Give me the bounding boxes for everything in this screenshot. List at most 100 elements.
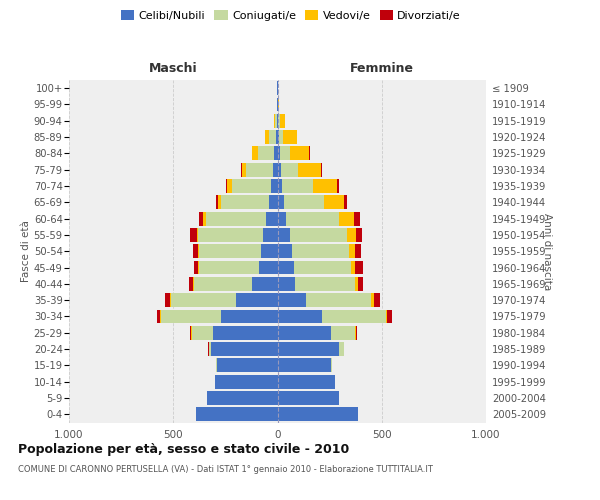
Bar [206, 391, 277, 405]
Bar [277, 260, 294, 274]
Bar [261, 244, 277, 258]
Bar [265, 130, 269, 144]
Bar [295, 277, 355, 291]
Bar [290, 228, 347, 242]
Bar [198, 260, 199, 274]
Bar [356, 326, 357, 340]
Text: Femmine: Femmine [350, 62, 414, 75]
Bar [257, 146, 274, 160]
Bar [191, 326, 192, 340]
Bar [386, 310, 387, 324]
Bar [277, 179, 281, 193]
Bar [171, 293, 236, 307]
Bar [277, 130, 278, 144]
Bar [277, 326, 331, 340]
Bar [331, 358, 332, 372]
Bar [271, 179, 277, 193]
Bar [203, 212, 206, 226]
Bar [286, 212, 340, 226]
Bar [266, 212, 277, 226]
Bar [274, 146, 277, 160]
Bar [355, 244, 361, 258]
Bar [277, 342, 339, 356]
Bar [355, 277, 358, 291]
Bar [170, 293, 171, 307]
Text: Popolazione per età, sesso e stato civile - 2010: Popolazione per età, sesso e stato civil… [18, 442, 349, 456]
Bar [198, 244, 199, 258]
Bar [340, 212, 355, 226]
Bar [216, 196, 218, 209]
Bar [337, 179, 339, 193]
Bar [277, 358, 331, 372]
Bar [215, 375, 277, 388]
Bar [355, 260, 362, 274]
Bar [227, 179, 232, 193]
Bar [221, 196, 269, 209]
Bar [190, 326, 191, 340]
Bar [325, 196, 344, 209]
Bar [371, 293, 374, 307]
Bar [277, 228, 290, 242]
Y-axis label: Anni di nascita: Anni di nascita [542, 212, 553, 290]
Bar [253, 146, 257, 160]
Bar [349, 244, 355, 258]
Bar [277, 212, 286, 226]
Bar [199, 260, 259, 274]
Bar [190, 228, 197, 242]
Bar [209, 342, 211, 356]
Bar [356, 228, 362, 242]
Bar [347, 228, 356, 242]
Bar [290, 146, 310, 160]
Bar [278, 114, 280, 128]
Bar [275, 114, 277, 128]
Bar [196, 408, 277, 422]
Bar [165, 293, 170, 307]
Bar [358, 277, 364, 291]
Bar [339, 342, 344, 356]
Bar [277, 293, 305, 307]
Bar [280, 146, 290, 160]
Bar [274, 114, 275, 128]
Bar [294, 260, 351, 274]
Bar [194, 277, 253, 291]
Bar [199, 244, 261, 258]
Bar [298, 163, 321, 176]
Bar [292, 244, 349, 258]
Bar [305, 293, 371, 307]
Bar [277, 146, 280, 160]
Bar [277, 196, 284, 209]
Bar [374, 293, 380, 307]
Bar [321, 163, 322, 176]
Bar [269, 130, 277, 144]
Bar [160, 310, 161, 324]
Bar [241, 163, 242, 176]
Bar [217, 358, 277, 372]
Bar [193, 244, 198, 258]
Bar [351, 260, 355, 274]
Bar [278, 130, 283, 144]
Bar [263, 228, 277, 242]
Bar [236, 293, 277, 307]
Bar [213, 326, 277, 340]
Bar [269, 196, 277, 209]
Bar [277, 408, 358, 422]
Bar [198, 228, 263, 242]
Bar [283, 130, 296, 144]
Bar [193, 277, 194, 291]
Bar [253, 277, 277, 291]
Bar [344, 196, 347, 209]
Bar [161, 310, 221, 324]
Bar [277, 310, 322, 324]
Bar [218, 196, 221, 209]
Bar [194, 260, 198, 274]
Bar [189, 277, 193, 291]
Bar [221, 310, 277, 324]
Bar [259, 260, 277, 274]
Text: COMUNE DI CARONNO PERTUSELLA (VA) - Dati ISTAT 1° gennaio 2010 - Elaborazione TU: COMUNE DI CARONNO PERTUSELLA (VA) - Dati… [18, 465, 433, 474]
Bar [197, 228, 198, 242]
Bar [313, 179, 337, 193]
Bar [232, 179, 271, 193]
Bar [157, 310, 160, 324]
Bar [206, 212, 266, 226]
Bar [242, 163, 246, 176]
